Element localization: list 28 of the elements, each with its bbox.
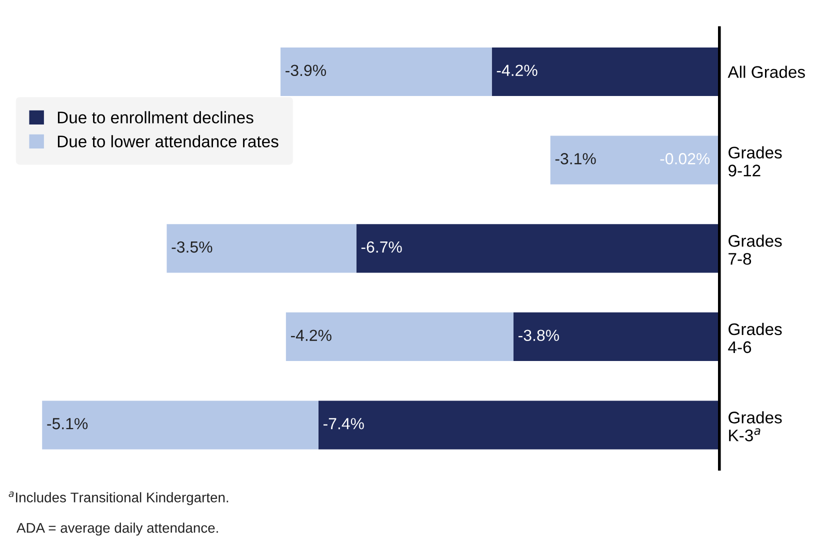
bar (42, 400, 318, 450)
legend-label: Due to lower attendance rates (58, 135, 278, 148)
bar (492, 47, 720, 96)
y-tick-label: All Grades (728, 66, 805, 78)
text: ADA = average daily attendance. (16, 522, 218, 536)
bar (166, 224, 356, 273)
data-label: -4.2% (290, 330, 332, 341)
bar (550, 136, 718, 184)
data-label: -6.7% (361, 241, 402, 253)
y-tick-label: Grades 4-6 (728, 322, 782, 354)
data-label: -3.5% (172, 241, 212, 253)
bar (286, 312, 514, 362)
data-label: -7.4% (323, 418, 364, 430)
data-label: -3.1% (555, 153, 596, 164)
data-label: -0.02% (660, 153, 710, 164)
data-label: -3.9% (286, 64, 326, 76)
bar (318, 400, 720, 450)
bar (514, 312, 720, 362)
y-tick-label: Grades 7-8 (728, 234, 782, 265)
bar (356, 224, 720, 273)
bar (280, 47, 492, 96)
data-label: -5.1% (47, 418, 88, 430)
text: $^{a}$Includes Transitional Kindergarten. (8, 491, 228, 506)
data-label: -3.8% (518, 330, 559, 342)
y-tick-label: Grades K-3$^{a}$ (728, 411, 782, 442)
data-label: -4.2% (496, 64, 538, 76)
legend-label: Due to enrollment declines (58, 111, 254, 124)
y-tick-label: Grades 9-12 (728, 146, 782, 176)
